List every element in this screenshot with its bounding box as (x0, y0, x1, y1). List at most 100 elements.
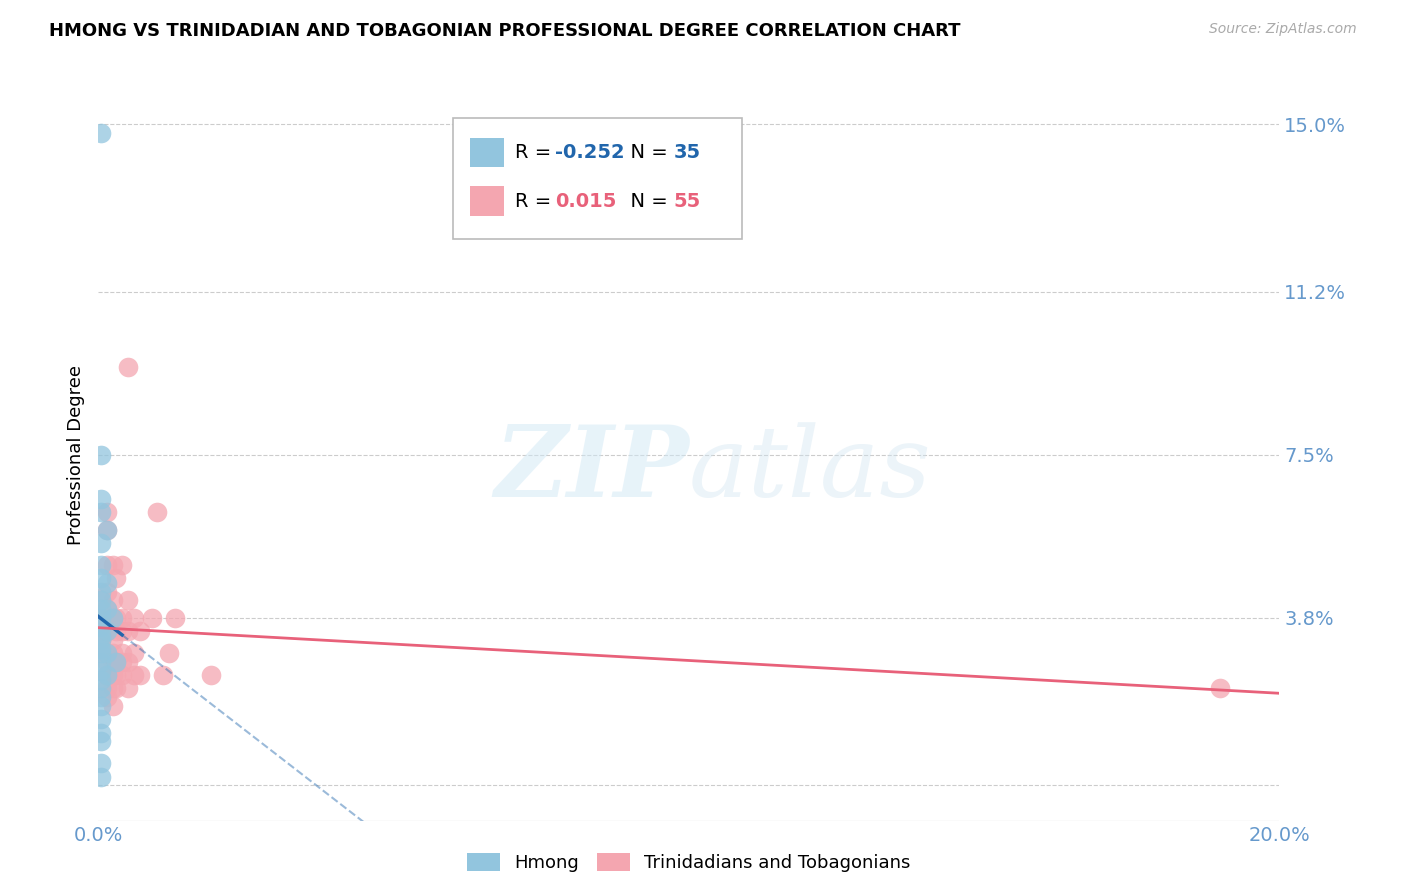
Point (90, 641, 112, 656)
Text: ZIP: ZIP (494, 421, 689, 517)
Point (96, 523, 118, 537)
FancyBboxPatch shape (453, 119, 742, 239)
Text: HMONG VS TRINIDADIAN AND TOBAGONIAN PROFESSIONAL DEGREE CORRELATION CHART: HMONG VS TRINIDADIAN AND TOBAGONIAN PROF… (49, 22, 960, 40)
Point (96, 690, 118, 705)
Point (146, 505, 169, 519)
Point (96, 575, 118, 590)
Point (103, 681, 125, 696)
Point (96, 681, 118, 696)
Point (90, 712, 112, 726)
Point (90, 646, 112, 660)
Point (117, 359, 139, 374)
Point (152, 668, 174, 682)
Point (111, 558, 134, 572)
Point (90, 491, 112, 506)
Point (96, 624, 118, 639)
Point (90, 624, 112, 639)
Point (96, 584, 118, 599)
Point (90, 725, 112, 739)
Point (103, 655, 125, 669)
Point (157, 646, 180, 660)
Point (111, 655, 134, 669)
FancyBboxPatch shape (471, 186, 503, 216)
Point (90, 611, 112, 625)
Point (117, 655, 139, 669)
Y-axis label: Professional Degree: Professional Degree (67, 365, 86, 545)
Point (90, 629, 112, 643)
Point (90, 681, 112, 696)
Point (111, 624, 134, 639)
Point (96, 523, 118, 537)
Point (105, 624, 128, 639)
Point (90, 593, 112, 607)
Point (90, 699, 112, 714)
Point (90, 611, 112, 625)
Point (90, 690, 112, 705)
Point (96, 646, 118, 660)
Point (117, 624, 139, 639)
Point (96, 624, 118, 639)
Point (105, 571, 128, 585)
Point (103, 699, 125, 714)
Point (117, 681, 139, 696)
Point (103, 593, 125, 607)
Point (128, 668, 150, 682)
Point (96, 668, 118, 682)
Text: 35: 35 (673, 144, 700, 162)
Point (90, 448, 112, 462)
Point (96, 668, 118, 682)
Text: R =: R = (516, 192, 564, 211)
FancyBboxPatch shape (471, 138, 503, 168)
Point (122, 611, 145, 625)
Point (128, 624, 150, 639)
Point (105, 611, 128, 625)
Text: R =: R = (516, 144, 558, 162)
Point (105, 668, 128, 682)
Point (111, 668, 134, 682)
Text: 55: 55 (673, 192, 700, 211)
Point (90, 505, 112, 519)
Point (90, 593, 112, 607)
Point (103, 611, 125, 625)
Point (90, 756, 112, 771)
Point (90, 664, 112, 678)
Text: Source: ZipAtlas.com: Source: ZipAtlas.com (1209, 22, 1357, 37)
Point (111, 646, 134, 660)
Point (90, 620, 112, 634)
Point (90, 536, 112, 550)
Point (105, 655, 128, 669)
Point (111, 611, 134, 625)
Point (103, 620, 125, 634)
Point (165, 611, 187, 625)
Point (103, 611, 125, 625)
Point (96, 505, 118, 519)
Point (90, 602, 112, 616)
Point (90, 673, 112, 687)
Point (90, 632, 112, 647)
Point (90, 126, 112, 140)
Point (90, 770, 112, 784)
Point (90, 571, 112, 585)
Text: atlas: atlas (689, 422, 932, 517)
Point (117, 593, 139, 607)
Point (122, 646, 145, 660)
Point (90, 655, 112, 669)
Point (122, 668, 145, 682)
Point (96, 602, 118, 616)
Point (96, 646, 118, 660)
Point (103, 558, 125, 572)
Text: 0.015: 0.015 (555, 192, 617, 211)
Point (90, 558, 112, 572)
Point (103, 632, 125, 647)
Point (96, 655, 118, 669)
Point (141, 611, 163, 625)
Point (1209, 681, 1232, 696)
Text: N =: N = (619, 144, 673, 162)
Point (103, 646, 125, 660)
Point (105, 681, 128, 696)
Point (90, 632, 112, 647)
Point (103, 668, 125, 682)
Text: -0.252: -0.252 (555, 144, 626, 162)
Point (200, 668, 222, 682)
Legend: Hmong, Trinidadians and Tobagonians: Hmong, Trinidadians and Tobagonians (458, 844, 920, 881)
